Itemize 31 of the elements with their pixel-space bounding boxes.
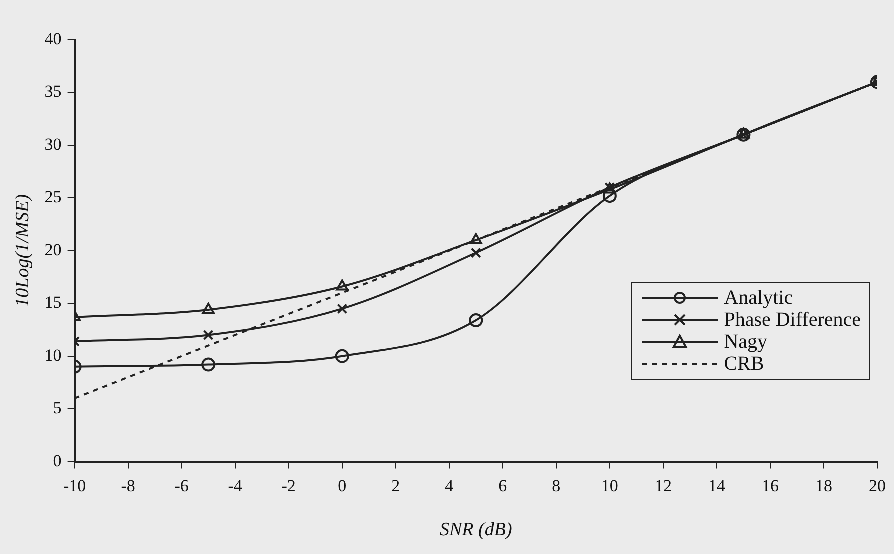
legend-label: Analytic xyxy=(724,287,794,309)
x-tick-label: 20 xyxy=(869,476,886,496)
x-tick-label: 10 xyxy=(601,476,618,496)
y-tick-label: 35 xyxy=(44,82,62,102)
y-tick-label: 10 xyxy=(44,346,62,365)
y-tick-label: 5 xyxy=(53,398,62,418)
x-tick-label: 4 xyxy=(445,476,454,496)
x-tick-label: -6 xyxy=(174,476,189,496)
x-tick-label: 12 xyxy=(654,476,672,496)
y-tick-label: 0 xyxy=(53,451,62,470)
x-tick-label: -2 xyxy=(282,476,296,496)
legend-label: Phase Difference xyxy=(724,309,861,331)
x-tick-label: 18 xyxy=(815,476,832,496)
x-tick-label: 6 xyxy=(498,476,508,496)
y-tick-label: 30 xyxy=(44,134,62,154)
x-tick-label: -8 xyxy=(121,476,136,496)
x-tick-label: 0 xyxy=(338,476,347,496)
x-axis-title: SNR (dB) xyxy=(440,520,512,541)
legend-label: CRB xyxy=(724,353,764,375)
y-axis-title: 10Log(1/MSE) xyxy=(12,194,34,308)
y-tick-label: 20 xyxy=(44,240,62,260)
x-tick-label: -10 xyxy=(63,476,86,496)
legend-label: Nagy xyxy=(724,331,768,353)
y-tick-label: 40 xyxy=(44,29,62,48)
y-tick-label: 15 xyxy=(44,293,62,312)
x-tick-label: 16 xyxy=(762,476,779,496)
x-tick-label: -4 xyxy=(228,476,243,496)
y-tick-label: 25 xyxy=(44,188,62,207)
x-tick-label: 2 xyxy=(392,476,400,496)
x-tick-label: 14 xyxy=(708,476,726,496)
x-tick-label: 8 xyxy=(552,476,561,496)
